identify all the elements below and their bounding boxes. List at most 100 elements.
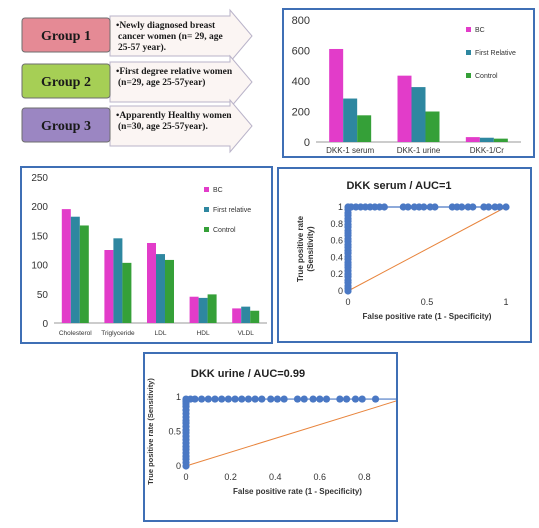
group-2-box	[21, 63, 111, 99]
lipid-bar-chart: 0 50 100 150 200 250 Cholesterol Triglyceride LD…	[31, 173, 267, 337]
y-tick-label: 100	[31, 261, 48, 272]
x-tick-label: 0.4	[269, 472, 282, 482]
group-1-desc-line: 25-57 year).	[118, 42, 166, 53]
x-category-label: HDL	[197, 330, 210, 337]
roc-point	[309, 395, 317, 403]
legend-label: First relative	[213, 207, 251, 214]
x-category-label: LDL	[155, 330, 167, 337]
y-axis-label: True positive rate	[296, 215, 305, 282]
legend-label: Control	[213, 227, 236, 234]
x-tick-label: 0	[183, 472, 188, 482]
dkk-bar-chart-panel: 0 200 400 600 800 DKK-1 serum DKK-1 urine DKK-1…	[282, 8, 535, 158]
roc-point	[420, 203, 428, 211]
y-tick-label: 1	[338, 202, 343, 212]
bar-control	[425, 111, 440, 142]
roc-point	[502, 203, 510, 211]
legend-label: First Relative	[475, 50, 516, 57]
roc-urine-panel: DKK urine / AUC=0.9900.20.40.60.8100.51F…	[143, 352, 413, 522]
roc-point	[371, 395, 380, 403]
bar-control	[122, 262, 132, 323]
group-3-desc-line: •Apparently Healthy women	[116, 111, 232, 121]
y-tick-label: 0	[42, 319, 48, 330]
roc-curve-line	[185, 396, 410, 466]
roc-point	[273, 395, 282, 403]
roc-point	[336, 395, 344, 403]
lipid-bar-chart-panel: 0 50 100 150 200 250 Cholesterol Triglyceride LD…	[20, 166, 273, 344]
legend-label: Control	[475, 73, 498, 80]
group-2-label: Group 2	[41, 75, 91, 90]
group-1-box	[21, 17, 111, 53]
legend-swatch	[204, 187, 209, 192]
y-tick-label: 0.6	[330, 236, 343, 246]
y-tick-label: 600	[292, 46, 310, 58]
roc-point	[251, 395, 259, 403]
bar-first-relative	[113, 238, 123, 323]
chart-title: DKK serum / AUC=1	[346, 180, 451, 192]
roc-point	[322, 395, 331, 403]
y-tick-label: 250	[31, 173, 48, 184]
bar-control	[207, 294, 217, 323]
group-1-desc-line: cancer women (n= 29, age	[118, 31, 223, 42]
bar-first-relative	[70, 216, 80, 323]
legend-swatch	[466, 50, 471, 55]
x-category-label: DKK-1 urine	[397, 146, 441, 155]
bar-bc	[397, 75, 412, 142]
bar-control	[79, 225, 89, 323]
group-3-desc-line: (n=30, age 25-57year).	[118, 121, 208, 132]
roc-point	[267, 395, 275, 403]
legend-label: BC	[475, 27, 485, 34]
x-category-label: Cholesterol	[59, 330, 92, 337]
legend-swatch	[466, 73, 471, 78]
roc-point	[224, 395, 232, 403]
x-tick-label: 0.6	[314, 472, 327, 482]
roc-point	[404, 203, 412, 211]
roc-point	[204, 395, 212, 403]
x-tick-label: 0.2	[224, 472, 237, 482]
roc-point	[431, 203, 439, 211]
x-axis-label: False positive rate (1 - Specificity)	[233, 487, 362, 496]
roc-point	[258, 395, 266, 403]
bar-control	[357, 115, 372, 142]
roc-serum-chart: DKK serum / AUC=1 0 0.5 1 0 0.2 0.4 0.6 0.8 1 Fals…	[296, 180, 510, 321]
roc-point	[469, 203, 477, 211]
reference-diagonal	[347, 206, 507, 292]
x-tick-label: 0.8	[358, 472, 371, 482]
bar-bc	[465, 137, 480, 142]
roc-point	[293, 395, 302, 403]
roc-point	[300, 395, 308, 403]
bar-control	[493, 138, 508, 142]
roc-point	[358, 395, 366, 403]
y-tick-label: 0.2	[330, 269, 343, 279]
y-tick-label: 200	[31, 202, 48, 213]
bar-first-relative	[479, 137, 494, 142]
legend-label: BC	[213, 187, 223, 194]
roc-point	[485, 203, 493, 211]
bar-first-relative	[343, 98, 358, 142]
bar-first-relative	[198, 297, 208, 323]
bar-first-relative	[411, 87, 426, 142]
y-tick-label: 0	[338, 286, 343, 296]
y-tick-label: 800	[292, 15, 310, 27]
x-axis-label: False positive rate (1 - Specificity)	[363, 312, 492, 321]
bar-bc	[189, 296, 199, 323]
x-category-label: Triglyceride	[101, 330, 135, 337]
group-2-arrow	[109, 54, 253, 110]
group-1-label: Group 1	[41, 29, 91, 44]
y-axis-label: True positive rate (Sensitivity)	[146, 378, 155, 485]
y-tick-label: 0	[176, 461, 181, 471]
roc-point	[280, 395, 288, 403]
roc-point	[244, 395, 253, 403]
roc-point	[351, 395, 360, 403]
roc-point	[342, 395, 351, 403]
x-category-label: VLDL	[238, 330, 255, 337]
bar-control	[165, 259, 174, 323]
bar-control	[250, 310, 260, 323]
x-tick-label: 0	[345, 297, 350, 307]
bar-bc	[232, 308, 242, 323]
group-2-desc-line: (n=29, age 25-57year)	[118, 77, 205, 88]
bar-bc	[147, 242, 156, 323]
x-category-label: DKK-1 serum	[326, 146, 374, 155]
bar-bc	[61, 209, 71, 323]
y-tick-label: 0.4	[330, 252, 343, 262]
